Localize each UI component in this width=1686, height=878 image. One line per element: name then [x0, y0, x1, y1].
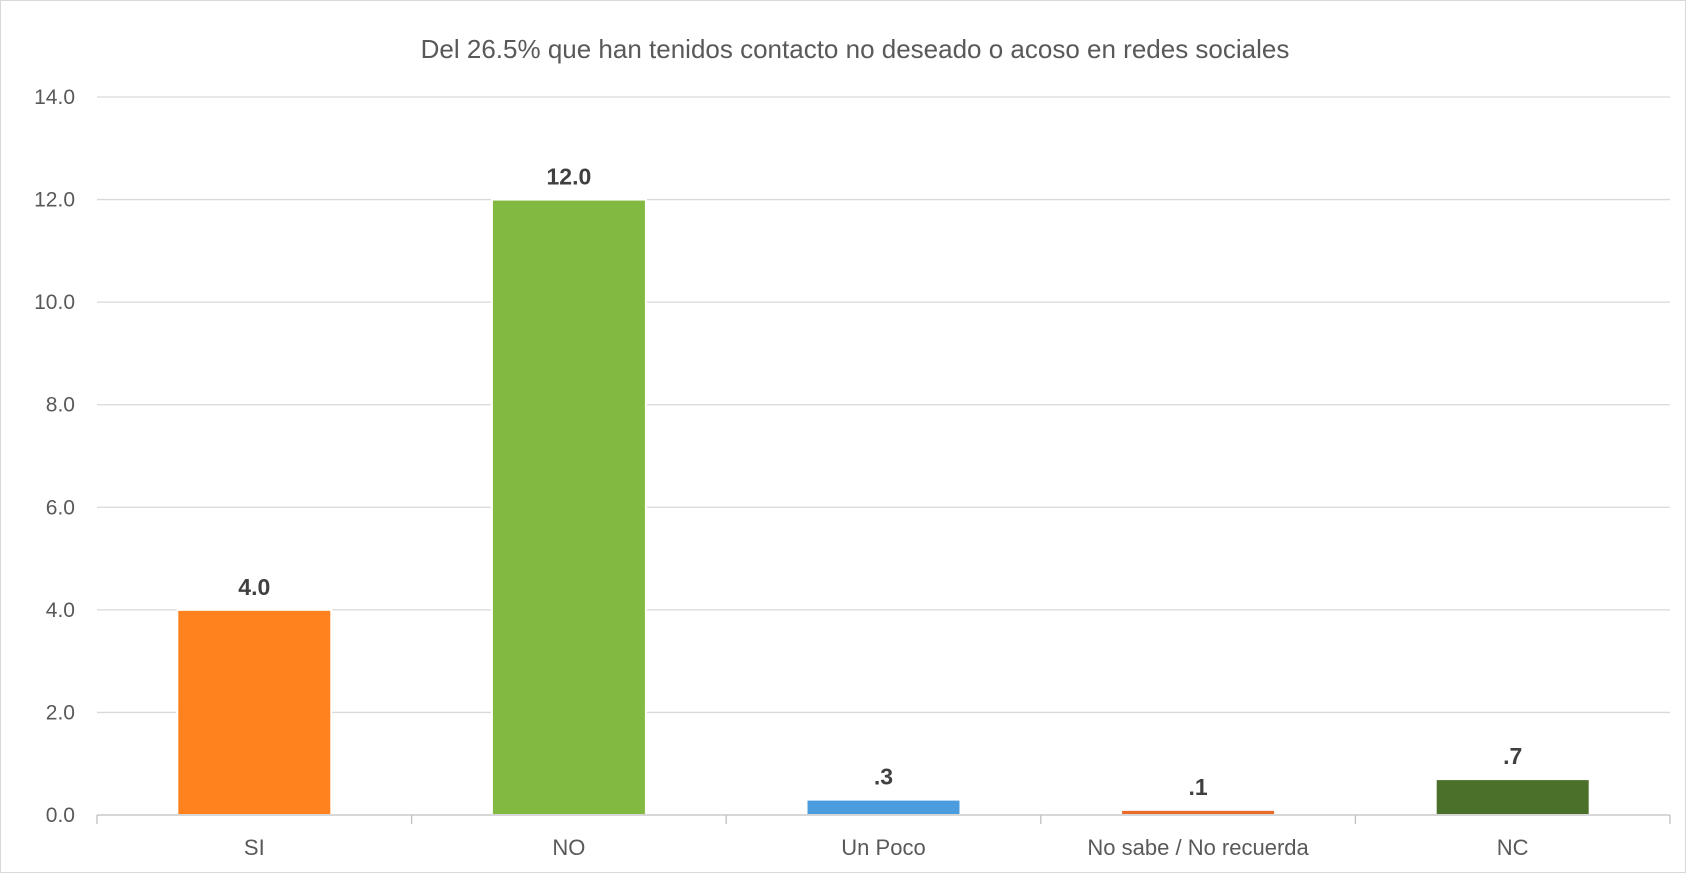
- y-tick-label: 10.0: [34, 291, 75, 314]
- data-label: 4.0: [238, 574, 270, 600]
- y-tick-label: 0.0: [46, 804, 75, 827]
- y-tick-label: 6.0: [46, 496, 75, 519]
- chart-title: Del 26.5% que han tenidos contacto no de…: [421, 34, 1290, 64]
- bar: [176, 608, 333, 816]
- y-tick-label: 4.0: [46, 599, 75, 622]
- bars: [176, 198, 1591, 817]
- y-tick-label: 2.0: [46, 701, 75, 724]
- y-tick-label: 14.0: [34, 86, 75, 109]
- data-label: .3: [874, 764, 893, 790]
- bar: [1120, 808, 1277, 816]
- x-axis: [96, 814, 1671, 824]
- data-label: 12.0: [547, 164, 592, 190]
- y-tick-label: 8.0: [46, 394, 75, 417]
- data-labels: 4.0 12.0 .3 .1 .7: [238, 164, 1522, 800]
- x-tick-label: SI: [244, 835, 265, 860]
- y-tick-label: 12.0: [34, 189, 75, 212]
- bar: [490, 198, 647, 817]
- x-tick-label: No sabe / No recuerda: [1087, 835, 1309, 860]
- y-axis-ticks: 0.0 2.0 4.0 6.0 8.0 10.0 12.0 14.0: [34, 86, 75, 827]
- bar: [1434, 778, 1591, 816]
- x-tick-label: NC: [1497, 835, 1529, 860]
- bar: [805, 798, 962, 816]
- gridlines: [97, 96, 1670, 714]
- x-axis-ticks: SI NO Un Poco No sabe / No recuerda NC: [244, 835, 1529, 860]
- x-tick-label: Un Poco: [841, 835, 925, 860]
- data-label: .7: [1503, 743, 1522, 769]
- x-tick-label: NO: [552, 835, 585, 860]
- data-label: .1: [1189, 774, 1208, 800]
